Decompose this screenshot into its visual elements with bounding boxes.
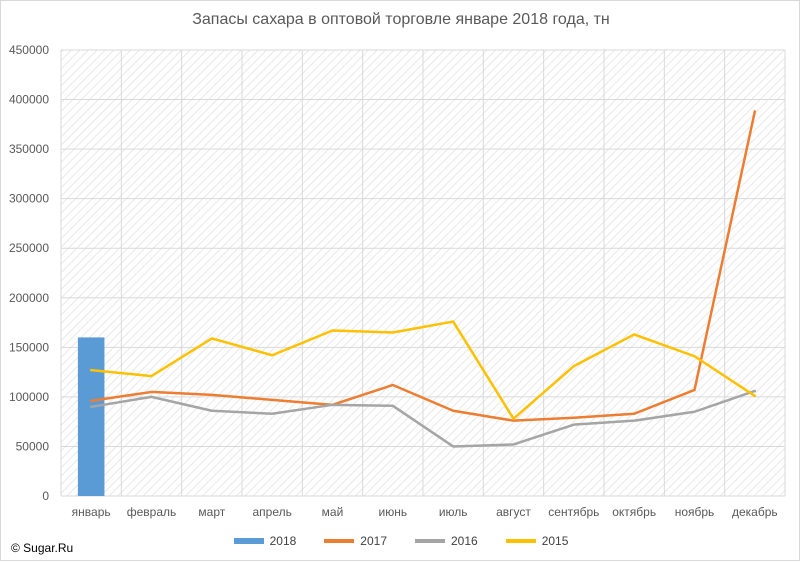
legend-swatch — [234, 538, 264, 544]
legend-swatch — [506, 539, 536, 543]
x-tick-label: сентябрь — [548, 505, 599, 519]
legend-item-2018: 2018 — [234, 534, 297, 548]
y-tick-label: 300000 — [9, 192, 49, 206]
x-tick-label: март — [198, 505, 225, 519]
legend-item-2015: 2015 — [506, 534, 569, 548]
legend-item-2017: 2017 — [324, 534, 387, 548]
x-tick-label: апрель — [252, 505, 291, 519]
y-tick-label: 0 — [42, 489, 49, 503]
legend-label: 2016 — [451, 534, 478, 548]
legend-label: 2015 — [542, 534, 569, 548]
x-tick-label: июль — [439, 505, 468, 519]
legend-swatch — [415, 539, 445, 543]
legend-label: 2018 — [270, 534, 297, 548]
y-tick-label: 450000 — [9, 43, 49, 57]
x-tick-label: декабрь — [732, 505, 778, 519]
legend-swatch — [324, 539, 354, 543]
copyright-text: © Sugar.Ru — [11, 541, 73, 555]
x-tick-label: январь — [72, 505, 111, 519]
x-axis-ticks: январь февраль март апрель май июнь июль август… — [72, 505, 778, 519]
series-2018-bar — [78, 337, 105, 496]
legend: 2018 2017 2016 2015 — [1, 534, 800, 548]
x-tick-label: август — [496, 505, 531, 519]
x-tick-label: ноябрь — [675, 505, 715, 519]
y-tick-label: 400000 — [9, 93, 49, 107]
legend-item-2016: 2016 — [415, 534, 478, 548]
x-tick-label: февраль — [127, 505, 177, 519]
y-tick-label: 250000 — [9, 241, 49, 255]
y-tick-label: 100000 — [9, 390, 49, 404]
x-tick-label: май — [322, 505, 344, 519]
legend-label: 2017 — [360, 534, 387, 548]
x-tick-label: октябрь — [612, 505, 656, 519]
y-axis-ticks: 0 50000 100000 150000 200000 250000 300000 3500… — [9, 43, 49, 503]
y-tick-label: 200000 — [9, 291, 49, 305]
y-tick-label: 150000 — [9, 340, 49, 354]
y-tick-label: 350000 — [9, 142, 49, 156]
y-tick-label: 50000 — [16, 439, 50, 453]
x-tick-label: июнь — [379, 505, 408, 519]
